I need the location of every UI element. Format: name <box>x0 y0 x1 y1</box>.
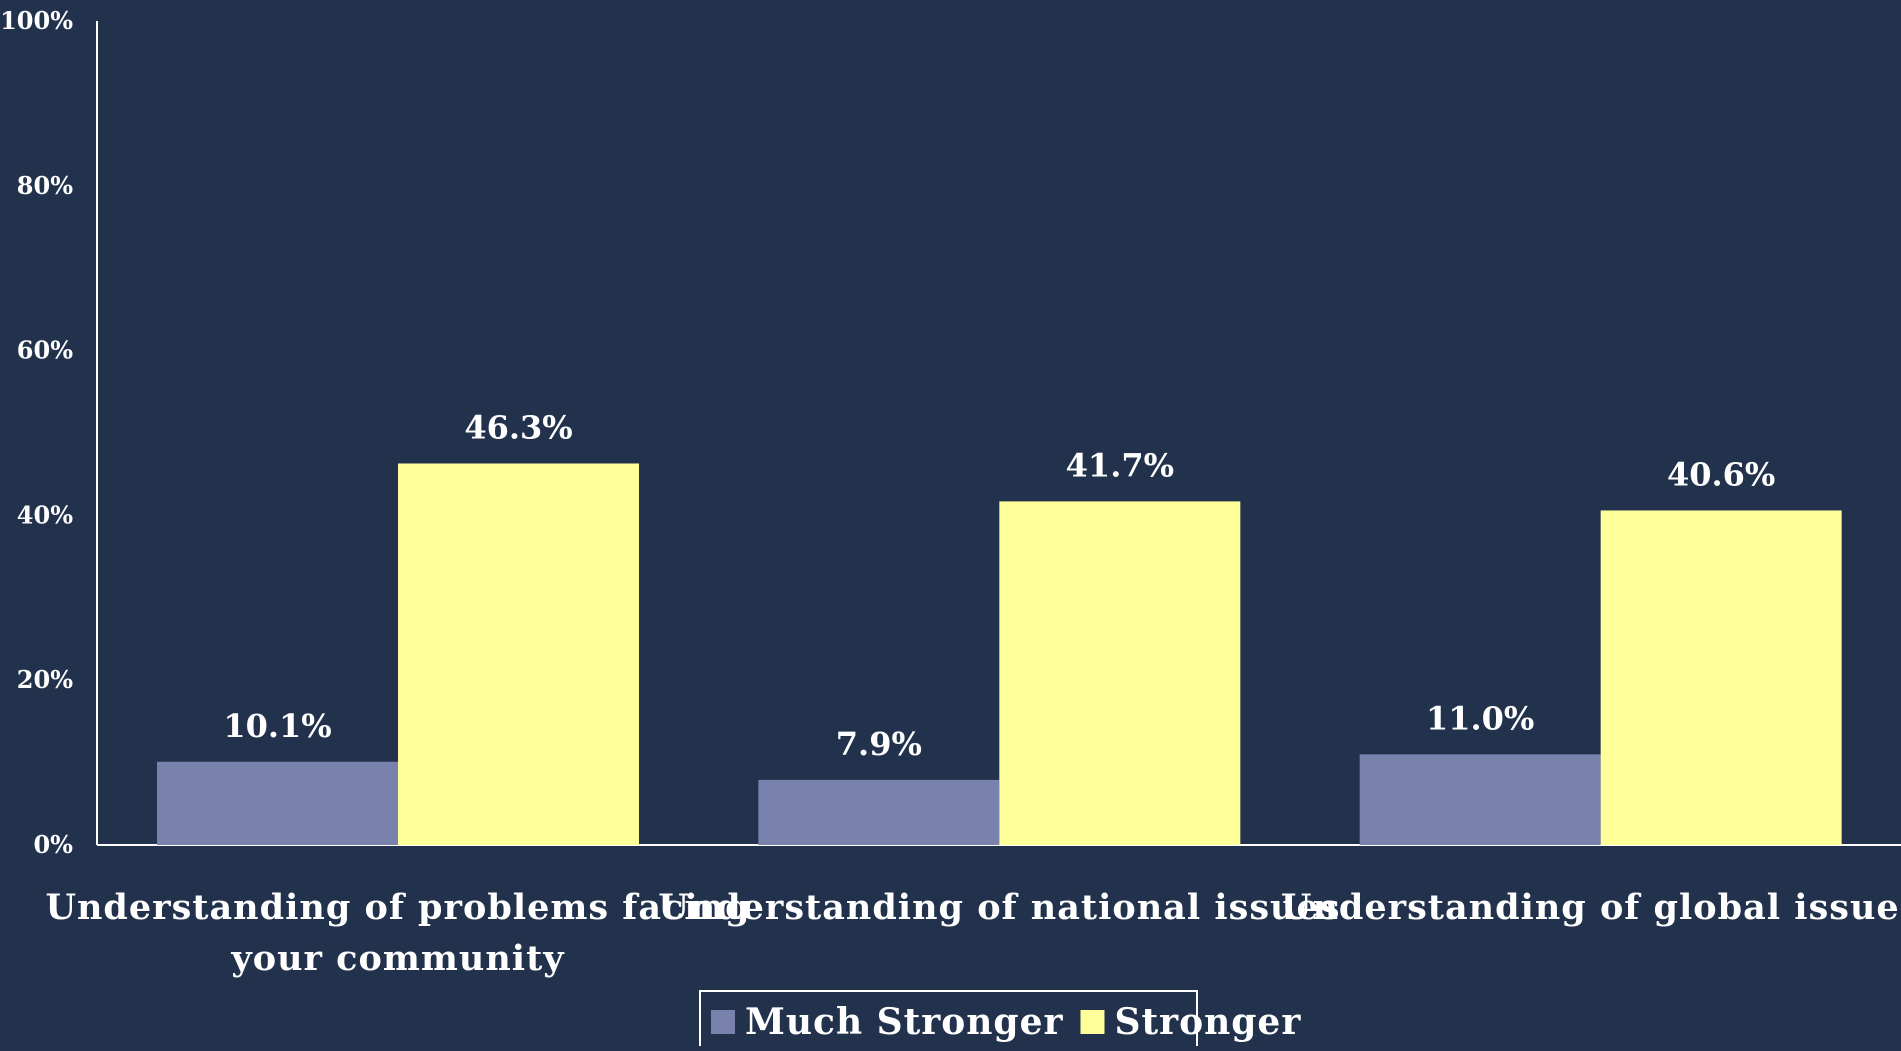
bar-much-stronger <box>758 779 1000 845</box>
legend-swatch-much-stronger <box>711 1010 735 1034</box>
data-label: 41.7% <box>1066 446 1174 484</box>
category-label-line: Understanding of global issues <box>1281 887 1901 928</box>
category-labels: Understanding of problems facing your com… <box>45 887 1901 979</box>
y-tick-label: 20% <box>17 665 73 694</box>
y-tick-label: 0% <box>33 830 73 859</box>
bar-stronger <box>1600 510 1842 845</box>
bar-much-stronger <box>1359 754 1601 845</box>
bars <box>157 463 1842 845</box>
y-tick-label: 60% <box>17 336 73 365</box>
legend: Much Stronger Stronger <box>699 990 1301 1050</box>
bar-stronger <box>398 463 639 845</box>
bar-much-stronger <box>157 761 398 845</box>
category-label: Understanding of national issues <box>658 887 1340 928</box>
category-label-line: your community <box>230 938 565 979</box>
category-label: Understanding of global issues <box>1281 887 1901 928</box>
y-tick-label: 100% <box>0 6 73 35</box>
legend-label: Stronger <box>1114 1001 1301 1043</box>
legend-label: Much Stronger <box>745 1001 1064 1043</box>
data-label: 11.0% <box>1426 699 1534 737</box>
category-label-line: Understanding of national issues <box>658 887 1340 928</box>
y-tick-label: 40% <box>17 500 73 529</box>
data-labels: 10.1% 46.3% 7.9% 41.7% 11.0% 40.6% <box>223 408 1775 762</box>
category-label: Understanding of problems facing your com… <box>45 887 750 979</box>
data-label: 46.3% <box>464 408 572 446</box>
y-tick-label: 80% <box>17 171 73 200</box>
data-label: 40.6% <box>1667 455 1775 493</box>
legend-swatch-stronger <box>1080 1010 1105 1034</box>
data-label: 7.9% <box>836 725 922 763</box>
bar-stronger <box>999 501 1241 845</box>
category-label-line: Understanding of problems facing <box>45 887 750 928</box>
data-label: 10.1% <box>223 707 331 745</box>
